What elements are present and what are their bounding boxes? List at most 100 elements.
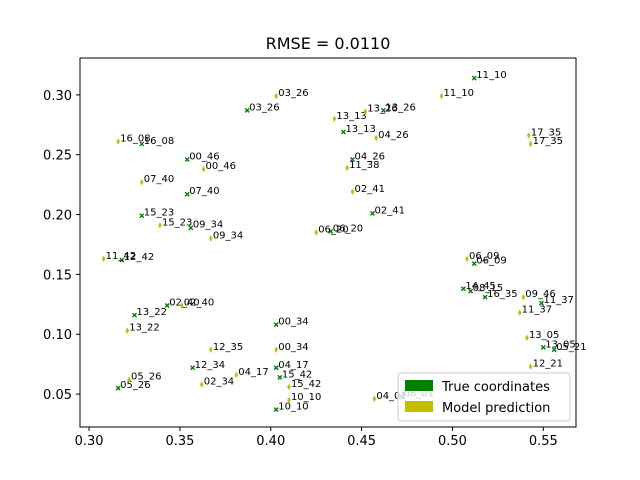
- model-prediction-point: [199, 381, 204, 388]
- y-tick-label: 0.10: [43, 328, 72, 343]
- true-coordinate-point: [482, 294, 488, 300]
- point-mark-stroke: [380, 107, 386, 113]
- model-prediction-point: [127, 376, 131, 383]
- legend-label: Model prediction: [442, 401, 550, 416]
- point-mark-stroke: [471, 261, 477, 267]
- model-prediction-point: [439, 92, 444, 100]
- point-label: 11_38: [349, 160, 379, 171]
- true-coordinate-point: [273, 322, 279, 328]
- model-prediction-point: [125, 327, 130, 334]
- point-mark-stroke: [277, 374, 283, 380]
- point-mark-stroke: [188, 225, 194, 231]
- true-coordinate-point: [190, 365, 196, 371]
- true-coordinate-point: [340, 129, 346, 135]
- point-mark-stroke: [538, 300, 544, 306]
- point-label: 04_26: [378, 130, 408, 141]
- legend-swatch: [405, 380, 433, 391]
- point-label: 07_40: [144, 174, 174, 185]
- true-coordinate-point: [119, 257, 125, 263]
- point-label: 12_42: [124, 252, 154, 263]
- point-mark-stroke: [350, 157, 356, 162]
- true-coordinate-point: [188, 225, 194, 231]
- true-coordinate-point: [273, 407, 279, 413]
- model-prediction-point: [274, 346, 279, 354]
- point-label: 05_26: [131, 372, 161, 383]
- model-prediction-point: [209, 346, 213, 354]
- point-mark-stroke: [273, 365, 279, 371]
- model-prediction-point: [350, 188, 355, 196]
- point-label: 06_09: [469, 251, 499, 262]
- point-label: 00_46: [189, 151, 219, 162]
- point-label: 12_34: [195, 360, 225, 371]
- model-prediction-point: [116, 138, 120, 145]
- plot-area: 0.30 0.35 0.40 0.45 0.50 0.55 0.05 0.10 0.15 0.20…: [43, 57, 587, 449]
- point-label: 02_41: [375, 205, 405, 216]
- point-label: 07_40: [189, 186, 219, 197]
- point-label: 06_09: [476, 256, 506, 267]
- point-label: 06_20: [333, 223, 363, 234]
- point-label: 10_10: [278, 402, 308, 413]
- point-mark-stroke: [184, 157, 190, 162]
- true-coordinate-point: [538, 300, 544, 306]
- point-label: 00_46: [206, 161, 236, 172]
- point-label: 12_35: [213, 342, 243, 353]
- model-prediction-point: [287, 396, 291, 404]
- model-prediction-point: [287, 383, 291, 391]
- y-tick-label: 0.20: [43, 209, 72, 224]
- model-prediction-point: [374, 134, 378, 142]
- point-mark-stroke: [468, 288, 474, 294]
- model-prediction-point: [274, 92, 279, 100]
- point-label: 04_17: [238, 367, 268, 378]
- point-label: 05_21: [556, 342, 586, 353]
- model-prediction-point: [526, 132, 531, 139]
- true-coordinate-point: [471, 261, 477, 267]
- true-coordinate-point: [164, 303, 170, 309]
- point-label: 15_42: [282, 369, 312, 380]
- point-label: 02_34: [204, 377, 234, 388]
- model-prediction-point: [158, 222, 162, 229]
- point-label: 16_08: [144, 136, 174, 147]
- point-mark-stroke: [119, 257, 125, 263]
- point-label: 11_37: [522, 305, 552, 316]
- point-mark-stroke: [115, 385, 121, 391]
- point-label: 05_26: [120, 380, 150, 391]
- point-mark-stroke: [132, 312, 138, 318]
- point-label: 13_22: [137, 307, 167, 318]
- point-label: 13_05: [529, 330, 559, 341]
- point-label: 03_26: [278, 88, 308, 99]
- true-coordinate-point: [551, 347, 557, 353]
- point-label: 04_01: [376, 391, 406, 402]
- point-label: 02_41: [355, 184, 385, 195]
- point-label: 02_40: [169, 298, 199, 309]
- y-tick-label: 0.25: [43, 149, 72, 164]
- true-coordinate-point: [460, 286, 466, 292]
- model-prediction-point: [372, 395, 377, 403]
- model-prediction-point: [363, 108, 368, 115]
- true-coordinate-point: [540, 344, 546, 350]
- true-coordinate-point: [277, 374, 283, 380]
- point-label: 04_17: [278, 360, 308, 371]
- point-label: 09_34: [193, 220, 223, 231]
- x-tick-label: 0.55: [529, 434, 558, 449]
- point-label: 04_26: [355, 151, 385, 162]
- point-label: 08_15: [473, 283, 503, 294]
- true-coordinate-point: [115, 385, 121, 391]
- true-coordinate-point: [184, 191, 190, 197]
- point-label: 09_34: [213, 230, 243, 241]
- point-label: 14_45: [465, 281, 495, 292]
- point-mark-stroke: [340, 129, 346, 135]
- x-tick-label: 0.30: [75, 434, 104, 449]
- true-coordinate-point: [380, 107, 386, 113]
- point-label: 16_35: [487, 289, 517, 300]
- point-mark-stroke: [139, 213, 145, 219]
- model-prediction-point: [201, 165, 206, 173]
- true-coordinate-point: [328, 228, 334, 234]
- point-label: 13_13: [345, 124, 375, 135]
- model-prediction-point: [465, 255, 469, 263]
- true-coordinate-point: [184, 157, 190, 162]
- point-label: 10_10: [291, 392, 321, 403]
- model-prediction-point: [528, 363, 533, 370]
- point-label: 11_42: [106, 251, 136, 262]
- point-label: 13_26: [385, 102, 415, 113]
- true-coordinate-point: [350, 157, 356, 162]
